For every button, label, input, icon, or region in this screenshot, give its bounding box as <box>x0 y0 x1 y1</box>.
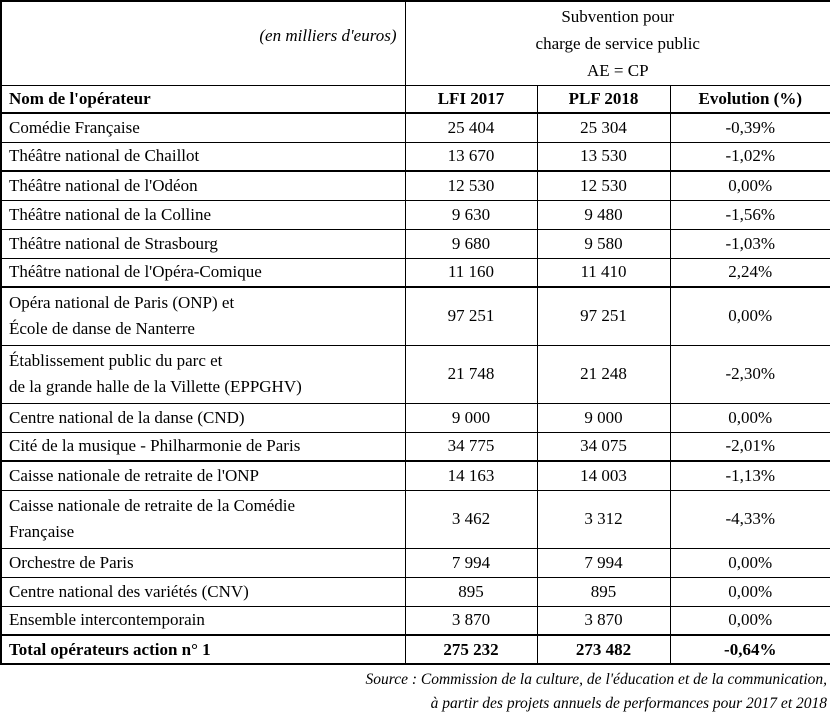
lfi-2017-value: 14 163 <box>404 460 538 491</box>
evolution-value: -1,56% <box>669 199 830 230</box>
total-plf-2018-value: 273 482 <box>536 634 671 665</box>
plf-2018-value: 7 994 <box>536 547 671 578</box>
plf-2018-value: 34 075 <box>536 431 671 462</box>
total-evolution-value: -0,64% <box>669 634 830 665</box>
plf-2018-value: 11 410 <box>536 257 671 288</box>
lfi-2017-value: 7 994 <box>404 547 538 578</box>
operator-name: Théâtre national de Strasbourg <box>0 228 406 259</box>
evolution-value: -0,39% <box>669 112 830 143</box>
operator-name: Comédie Française <box>0 112 406 143</box>
table-row: Théâtre national de la Colline 9 630 9 4… <box>0 199 830 230</box>
unit-label: (en milliers d'euros) <box>0 0 406 86</box>
column-header-row: Nom de l'opérateur LFI 2017 PLF 2018 Evo… <box>0 84 830 114</box>
total-label: Total opérateurs action n° 1 <box>0 634 406 665</box>
lfi-2017-value: 3 870 <box>404 605 538 636</box>
table-row: Théâtre national de Chaillot 13 670 13 5… <box>0 141 830 172</box>
column-header-plf-2018: PLF 2018 <box>536 84 671 114</box>
evolution-value: -1,03% <box>669 228 830 259</box>
evolution-value: -1,13% <box>669 460 830 491</box>
lfi-2017-value: 3 462 <box>404 489 538 549</box>
operator-name: Théâtre national de l'Odéon <box>0 170 406 201</box>
operator-name: Théâtre national de la Colline <box>0 199 406 230</box>
plf-2018-value: 9 000 <box>536 402 671 433</box>
table-row: Théâtre national de l'Odéon 12 530 12 53… <box>0 170 830 201</box>
plf-2018-value: 97 251 <box>536 286 671 346</box>
table-row: Centre national des variétés (CNV) 895 8… <box>0 576 830 607</box>
table-row: Cité de la musique - Philharmonie de Par… <box>0 431 830 462</box>
lfi-2017-value: 895 <box>404 576 538 607</box>
evolution-value: 0,00% <box>669 547 830 578</box>
plf-2018-value: 12 530 <box>536 170 671 201</box>
table-row: Orchestre de Paris 7 994 7 994 0,00% <box>0 547 830 578</box>
source-note-line1: Source : Commission de la culture, de l'… <box>365 671 827 688</box>
plf-2018-value: 3 870 <box>536 605 671 636</box>
table-row: Ensemble intercontemporain 3 870 3 870 0… <box>0 605 830 636</box>
evolution-value: 0,00% <box>669 576 830 607</box>
lfi-2017-value: 9 680 <box>404 228 538 259</box>
table-row: Caisse nationale de retraite de l'ONP 14… <box>0 460 830 491</box>
column-header-operator: Nom de l'opérateur <box>0 84 406 114</box>
operator-name: Centre national des variétés (CNV) <box>0 576 406 607</box>
operator-name: Théâtre national de Chaillot <box>0 141 406 172</box>
lfi-2017-value: 9 630 <box>404 199 538 230</box>
operator-name: Théâtre national de l'Opéra-Comique <box>0 257 406 288</box>
plf-2018-value: 9 480 <box>536 199 671 230</box>
source-note-line2: à partir des projets annuels de performa… <box>430 695 827 712</box>
lfi-2017-value: 13 670 <box>404 141 538 172</box>
column-header-evolution: Evolution (%) <box>669 84 830 114</box>
table-row: Théâtre national de l'Opéra-Comique 11 1… <box>0 257 830 288</box>
table-title: Subvention pour charge de service public… <box>404 0 830 86</box>
table-title-row: (en milliers d'euros) Subvention pour ch… <box>0 0 830 86</box>
table-row: Opéra national de Paris (ONP) et École d… <box>0 286 830 346</box>
lfi-2017-value: 21 748 <box>404 344 538 404</box>
operator-name: Opéra national de Paris (ONP) et École d… <box>0 286 406 346</box>
plf-2018-value: 14 003 <box>536 460 671 491</box>
plf-2018-value: 21 248 <box>536 344 671 404</box>
evolution-value: 0,00% <box>669 605 830 636</box>
evolution-value: 0,00% <box>669 402 830 433</box>
evolution-value: 0,00% <box>669 170 830 201</box>
lfi-2017-value: 97 251 <box>404 286 538 346</box>
operator-name: Centre national de la danse (CND) <box>0 402 406 433</box>
evolution-value: -4,33% <box>669 489 830 549</box>
lfi-2017-value: 34 775 <box>404 431 538 462</box>
operator-name: Orchestre de Paris <box>0 547 406 578</box>
operator-name: Caisse nationale de retraite de l'ONP <box>0 460 406 491</box>
evolution-value: -2,01% <box>669 431 830 462</box>
source-note: Source : Commission de la culture, de l'… <box>0 668 830 716</box>
lfi-2017-value: 12 530 <box>404 170 538 201</box>
column-header-lfi-2017: LFI 2017 <box>404 84 538 114</box>
table-row: Centre national de la danse (CND) 9 000 … <box>0 402 830 433</box>
operator-name: Établissement public du parc et de la gr… <box>0 344 406 404</box>
total-lfi-2017-value: 275 232 <box>404 634 538 665</box>
plf-2018-value: 13 530 <box>536 141 671 172</box>
table-row: Théâtre national de Strasbourg 9 680 9 5… <box>0 228 830 259</box>
table-row: Établissement public du parc et de la gr… <box>0 344 830 404</box>
operator-name: Caisse nationale de retraite de la Coméd… <box>0 489 406 549</box>
lfi-2017-value: 9 000 <box>404 402 538 433</box>
evolution-value: 0,00% <box>669 286 830 346</box>
plf-2018-value: 9 580 <box>536 228 671 259</box>
operator-name: Ensemble intercontemporain <box>0 605 406 636</box>
evolution-value: 2,24% <box>669 257 830 288</box>
plf-2018-value: 3 312 <box>536 489 671 549</box>
lfi-2017-value: 11 160 <box>404 257 538 288</box>
plf-2018-value: 25 304 <box>536 112 671 143</box>
lfi-2017-value: 25 404 <box>404 112 538 143</box>
table-row: Caisse nationale de retraite de la Coméd… <box>0 489 830 549</box>
operator-name: Cité de la musique - Philharmonie de Par… <box>0 431 406 462</box>
total-row: Total opérateurs action n° 1 275 232 273… <box>0 634 830 665</box>
evolution-value: -1,02% <box>669 141 830 172</box>
plf-2018-value: 895 <box>536 576 671 607</box>
evolution-value: -2,30% <box>669 344 830 404</box>
subvention-table: (en milliers d'euros) Subvention pour ch… <box>0 0 830 665</box>
table-row: Comédie Française 25 404 25 304 -0,39% <box>0 112 830 143</box>
